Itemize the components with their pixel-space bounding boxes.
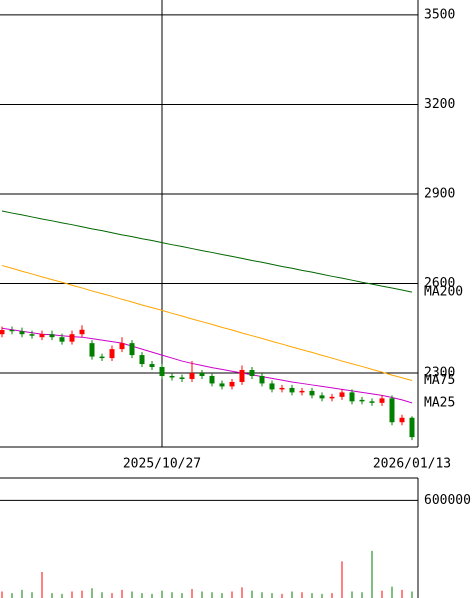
candle-body xyxy=(319,395,325,399)
candle-body xyxy=(229,381,235,387)
candle-body xyxy=(79,329,85,335)
y-tick-label: 3200 xyxy=(424,97,455,112)
candle-body xyxy=(409,417,415,438)
candle-body xyxy=(149,364,155,368)
candle-body xyxy=(249,370,255,376)
legend-label: MA200 xyxy=(424,285,463,300)
candle-body xyxy=(169,375,175,378)
candle-body xyxy=(29,334,35,336)
candle-body xyxy=(69,334,75,342)
candle-body xyxy=(49,334,55,338)
moving-average-line xyxy=(1,210,413,293)
candle-body xyxy=(269,383,275,390)
candle-body xyxy=(9,330,15,332)
candle-body xyxy=(89,343,95,357)
x-tick-label: 2026/01/13 xyxy=(373,457,451,472)
candle-body xyxy=(199,372,205,376)
legend-label: MA75 xyxy=(424,373,455,388)
candle-body xyxy=(99,356,105,359)
candle-body xyxy=(179,377,185,379)
x-tick-label: 2025/10/27 xyxy=(123,457,201,472)
candle-body xyxy=(369,401,375,403)
moving-average-line xyxy=(1,265,413,381)
candle-body xyxy=(239,370,245,382)
candle-body xyxy=(349,392,355,402)
candle-body xyxy=(399,417,405,423)
candle-body xyxy=(389,398,395,423)
candle-body xyxy=(379,398,385,403)
candle-body xyxy=(329,396,335,399)
volume-tick-label: 600000 xyxy=(424,493,471,508)
candle-body xyxy=(359,399,365,402)
candle-body xyxy=(129,343,135,356)
candle-body xyxy=(59,337,65,342)
candle-body xyxy=(219,383,225,387)
candle-body xyxy=(159,367,165,376)
y-tick-label: 2600 xyxy=(424,276,455,291)
candle-body xyxy=(299,390,305,393)
candle-body xyxy=(309,390,315,396)
candle-body xyxy=(0,330,5,335)
y-tick-label: 2300 xyxy=(424,365,455,380)
candle-body xyxy=(209,375,215,384)
y-tick-label: 2900 xyxy=(424,186,455,201)
candle-body xyxy=(119,343,125,350)
candle-body xyxy=(189,372,195,379)
candle-body xyxy=(109,349,115,359)
candle-body xyxy=(39,334,45,338)
candle-body xyxy=(259,375,265,384)
candle-body xyxy=(289,387,295,393)
candle-body xyxy=(19,331,25,335)
candle-body xyxy=(279,387,285,390)
y-tick-label: 3500 xyxy=(424,7,455,22)
candle-body xyxy=(339,392,345,397)
candle-body xyxy=(139,355,145,365)
legend-label: MA25 xyxy=(424,395,455,410)
